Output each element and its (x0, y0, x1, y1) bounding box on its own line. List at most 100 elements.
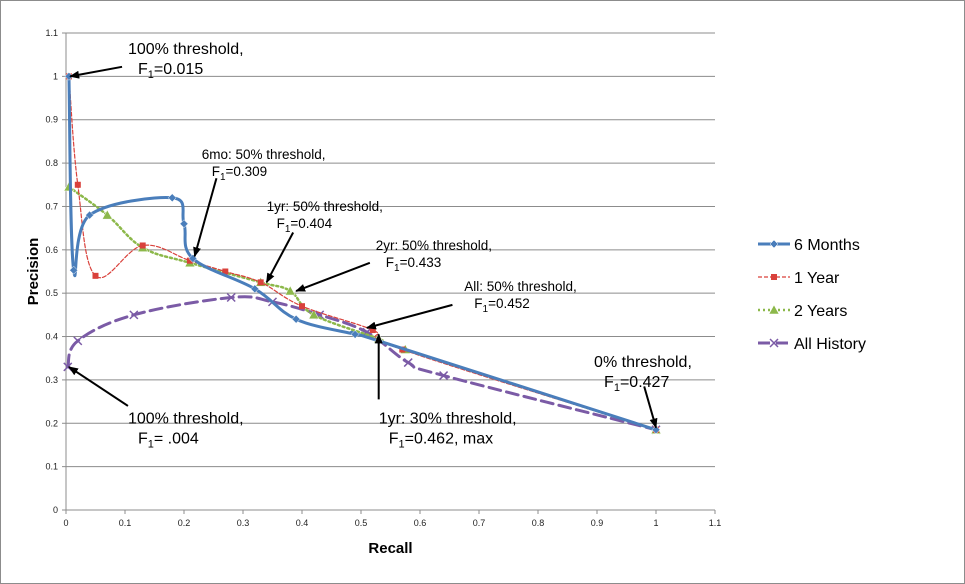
y-tick-label: 0.9 (45, 115, 58, 125)
legend-item-6-months: 6 Months (758, 237, 860, 254)
legend-swatch-marker (769, 239, 779, 249)
legend-swatch-marker (768, 304, 780, 315)
annotation-arrow (193, 177, 218, 258)
annotation-7: 1yr: 30% threshold, F1=0.462, max (374, 333, 517, 450)
f-value: =0.462, max (405, 430, 494, 447)
data-point (167, 193, 177, 203)
f-value: = .004 (154, 430, 199, 447)
x-tick-label: 0.8 (532, 518, 545, 528)
annotation-line1: 100% threshold, (128, 41, 244, 58)
x-tick-label: 0 (63, 518, 68, 528)
grid-lines (66, 32, 715, 468)
annotation-8: 100% threshold, F1= .004 (68, 366, 244, 450)
legend-label: 1 Year (794, 270, 840, 287)
x-marker-stroke (226, 292, 236, 303)
x-tick-label: 0.5 (355, 518, 368, 528)
y-tick-label: 0.1 (45, 462, 58, 472)
x-tick-label: 0.1 (119, 518, 132, 528)
legend-label: 2 Years (794, 303, 847, 320)
f-value: =0.452 (488, 296, 530, 311)
data-point (222, 268, 229, 275)
f-subscript: 1 (483, 304, 489, 315)
x-marker-stroke (129, 310, 139, 320)
annotation-arrow (295, 261, 371, 292)
data-point (85, 210, 94, 220)
f-subscript: 1 (148, 69, 154, 81)
data-point (74, 181, 81, 188)
annotation-arrow (69, 65, 123, 79)
data-point (101, 209, 113, 220)
f-subscript: 1 (285, 224, 291, 235)
y-tick-label: 0.4 (45, 332, 58, 342)
annotation-line1: 1yr: 30% threshold, (379, 410, 517, 427)
legend-swatch-marker (769, 338, 779, 348)
data-point (69, 265, 79, 275)
annotation-line1: 6mo: 50% threshold, (202, 147, 326, 162)
data-point (439, 371, 449, 381)
y-tick-label: 0.6 (45, 245, 58, 255)
annotation-line1: 100% threshold, (128, 410, 244, 427)
annotation-f1: F1= .004 (138, 430, 199, 450)
f-subscript: 1 (398, 438, 404, 450)
y-tick-label: 0.5 (45, 288, 58, 298)
data-point (73, 336, 83, 346)
data-point (291, 314, 301, 324)
data-point (186, 257, 193, 264)
y-tick-label: 1.1 (45, 28, 58, 38)
data-point (179, 219, 189, 229)
x-marker-stroke (403, 358, 413, 368)
data-point (403, 358, 413, 368)
annotation-f1: F1=0.309 (212, 164, 267, 183)
x-axis-title: Recall (368, 540, 412, 557)
annotation-f1: F1=0.452 (474, 296, 529, 315)
f-letter: F (277, 216, 285, 231)
y-tick-label: 0 (53, 505, 58, 515)
x-tick-label: 0.6 (414, 518, 427, 528)
annotation-1: 100% threshold, F1=0.015 (69, 41, 244, 81)
annotation-6: 0% threshold, F1=0.427 (594, 354, 692, 429)
y-tick-label: 0.2 (45, 418, 58, 428)
annotation-arrow (643, 386, 658, 429)
f-letter: F (212, 164, 220, 179)
f-letter: F (474, 296, 482, 311)
f-value: =0.433 (400, 255, 442, 270)
x-tick-label: 1 (653, 518, 658, 528)
y-tick-label: 0.8 (45, 158, 58, 168)
f-subscript: 1 (148, 438, 154, 450)
legend-label: All History (794, 336, 866, 353)
x-tick-label: 0.7 (473, 518, 486, 528)
f-letter: F (386, 255, 394, 270)
x-marker-stroke (63, 362, 73, 372)
y-tick-label: 0.3 (45, 375, 58, 385)
x-tick-label: 0.3 (237, 518, 250, 528)
annotation-f1: F1=0.433 (386, 255, 441, 274)
legend-label: 6 Months (794, 237, 860, 254)
x-tick-label: 0.2 (178, 518, 191, 528)
series-2-years (63, 181, 662, 435)
x-marker-stroke (439, 371, 449, 381)
annotation-arrow (365, 303, 453, 330)
annotation-5: All: 50% threshold, F1=0.452 (365, 279, 577, 330)
y-tick-label: 1 (53, 71, 58, 81)
legend-item-2-years: 2 Years (758, 303, 847, 320)
legend-swatch-marker (771, 274, 777, 280)
f-value: =0.427 (620, 374, 669, 391)
annotation-arrow (265, 232, 295, 284)
x-tick-label: 1.1 (709, 518, 722, 528)
data-point (139, 242, 146, 249)
x-tick-label: 0.9 (591, 518, 604, 528)
x-marker-stroke (769, 338, 779, 348)
annotation-line1: All: 50% threshold, (464, 279, 577, 294)
annotation-arrow (68, 366, 129, 407)
data-point (350, 330, 360, 339)
f-subscript: 1 (220, 172, 226, 183)
f-value: =0.015 (154, 61, 203, 78)
data-point (226, 292, 236, 303)
f-letter: F (138, 61, 148, 78)
legend-item-1-year: 1 Year (758, 270, 840, 287)
annotation-line1: 1yr: 50% threshold, (267, 199, 383, 214)
annotation-3: 1yr: 50% threshold, F1=0.404 (265, 199, 383, 284)
